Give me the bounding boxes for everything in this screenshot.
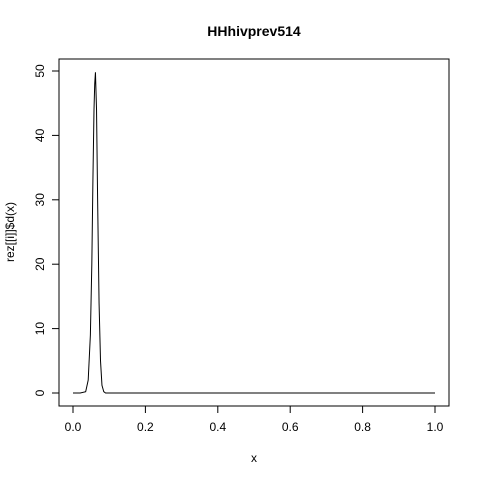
plot-frame <box>58 58 450 407</box>
x-tick-label: 0.8 <box>354 420 371 434</box>
x-tick-label: 0.2 <box>137 420 154 434</box>
x-axis: 0.0 0.2 0.4 0.6 0.8 1.0 <box>65 405 444 434</box>
y-tick-label: 20 <box>33 257 47 271</box>
y-tick-label: 10 <box>33 322 47 336</box>
y-tick-label: 50 <box>33 64 47 78</box>
x-axis-label: x <box>251 451 257 465</box>
series-group <box>73 72 435 394</box>
y-tick-label: 0 <box>33 389 47 396</box>
y-axis-label: rez[[i]]$d(x) <box>3 202 17 262</box>
x-tick-label: 1.0 <box>427 420 444 434</box>
chart-title: HHhivprev514 <box>207 23 301 39</box>
density-line <box>73 72 435 394</box>
y-axis: 0 10 20 30 40 50 <box>33 64 60 396</box>
x-tick-label: 0.4 <box>209 420 226 434</box>
y-tick-label: 40 <box>33 128 47 142</box>
y-tick-label: 30 <box>33 193 47 207</box>
x-tick-label: 0.0 <box>65 420 82 434</box>
x-tick-label: 0.6 <box>282 420 299 434</box>
